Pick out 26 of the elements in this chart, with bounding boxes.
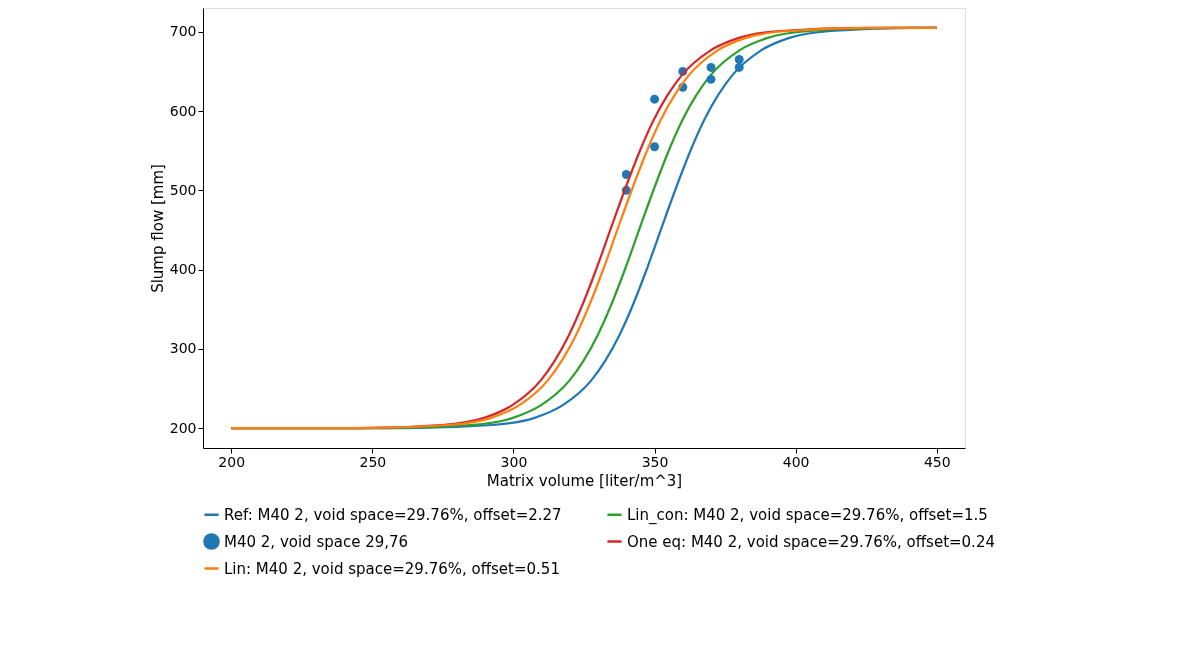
y-tick-label: 400 (169, 261, 197, 278)
point (650, 142, 660, 152)
x-axis-title: Matrix volume [liter/m^3] (486, 471, 683, 490)
point (734, 55, 744, 64)
y-tick-label: 300 (169, 340, 197, 357)
x-tick-label: 250 (359, 453, 387, 470)
point (706, 74, 716, 84)
y-tick-label: 600 (169, 102, 197, 119)
x-tick-label: 300 (500, 453, 528, 470)
point (734, 63, 744, 72)
legend-label: Lin_con: M40 2, void space=29.76%, offset=1.5 (627, 505, 988, 525)
point (706, 63, 716, 72)
y-tick-label: 200 (169, 419, 197, 436)
y-axis-title: Slump flow [mm] (148, 164, 167, 293)
legend-label: M40 2, void space 29,76 (224, 532, 409, 551)
legend-label: Lin: M40 2, void space=29.76%, offset=0.51 (224, 559, 560, 578)
y-tick-label: 500 (169, 181, 197, 198)
x-tick-label: 400 (782, 453, 810, 470)
line-series (230, 26, 938, 430)
legend-label: Ref: M40 2, void space=29.76%, offset=2.27 (224, 505, 562, 524)
x-tick-label: 350 (641, 453, 669, 470)
legend-label: One eq: M40 2, void space=29.76%, offset=0.24 (627, 532, 995, 551)
y-tick-label: 700 (169, 23, 197, 40)
x-tick-label: 450 (923, 453, 951, 470)
point (650, 94, 660, 104)
x-tick-label: 200 (218, 453, 246, 470)
